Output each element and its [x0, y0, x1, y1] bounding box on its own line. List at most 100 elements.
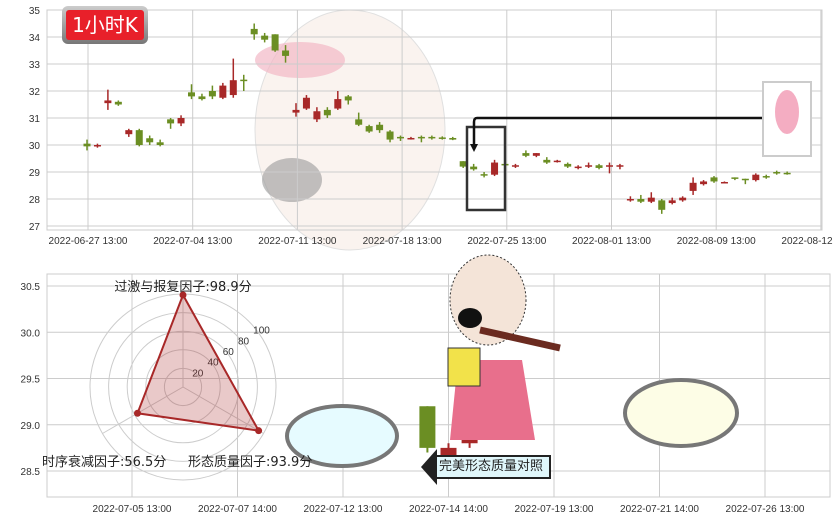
candle: [658, 199, 666, 214]
radar-tick-label: 80: [238, 336, 250, 347]
candle-body: [219, 85, 227, 98]
candle: [668, 197, 676, 205]
candle: [104, 89, 112, 110]
candle: [334, 91, 342, 110]
candle-body: [679, 197, 687, 201]
candle-body: [773, 172, 781, 174]
x-tick-label: 2022-07-11 13:00: [258, 236, 337, 247]
candle-body: [574, 166, 582, 169]
candle-body: [585, 165, 593, 167]
candle: [595, 163, 603, 170]
candle-body: [668, 200, 676, 204]
candle: [93, 143, 101, 148]
candle: [376, 122, 384, 133]
candle-body: [114, 101, 122, 105]
radar-tick-label: 20: [192, 368, 204, 379]
candle-body: [397, 136, 404, 139]
y-tick-label: 27: [29, 222, 41, 233]
candle: [532, 153, 540, 158]
pointer-arrow: [472, 116, 763, 146]
candle-body: [302, 97, 310, 109]
candle-body: [428, 136, 436, 139]
candle-body: [606, 165, 613, 167]
candle-body: [752, 174, 760, 181]
pattern-ellipse-right: [623, 378, 739, 448]
candle-body: [720, 181, 728, 184]
bottom-plot-frame: [46, 273, 831, 498]
candle: [428, 135, 436, 140]
candle: [407, 136, 415, 140]
candle-body: [762, 176, 770, 178]
candle: [585, 162, 593, 168]
candle: [198, 93, 206, 101]
candle-body: [731, 177, 739, 179]
candle: [344, 95, 352, 105]
radar-axis-label: 形态质量因子:93.9分: [188, 455, 312, 470]
radar-spoke: [102, 386, 184, 434]
mascot-snout: [458, 308, 482, 328]
candle-body: [543, 159, 551, 163]
candle: [261, 32, 269, 43]
candle: [616, 163, 624, 170]
candle: [773, 170, 781, 175]
pattern-ellipse-left: [285, 404, 399, 468]
candle-body: [522, 153, 530, 156]
candle-body: [419, 406, 436, 448]
candle: [167, 118, 175, 129]
candle: [188, 84, 195, 100]
candle-body: [240, 79, 248, 82]
candle-body: [104, 100, 112, 104]
y-tick-label: 30: [29, 141, 41, 152]
candle-body: [156, 142, 164, 145]
candle: [783, 171, 791, 175]
mascot-stick: [479, 326, 561, 352]
candle: [700, 180, 708, 186]
x-tick-label: 2022-07-21 14:00: [620, 504, 699, 515]
candle-body: [480, 174, 488, 176]
y-tick-label: 29: [29, 168, 41, 179]
candle: [282, 45, 290, 63]
candle: [83, 139, 91, 151]
candle-body: [658, 200, 666, 210]
candle-body: [741, 178, 749, 181]
candle-body: [710, 177, 718, 182]
candle: [762, 174, 770, 179]
radar-spoke: [182, 386, 264, 434]
candle: [292, 103, 300, 117]
radar-area: [136, 292, 261, 432]
candle: [574, 165, 582, 170]
mascot-mug: [447, 347, 481, 387]
radar-point: [133, 409, 141, 417]
radar-point: [179, 291, 187, 299]
candle: [710, 176, 718, 183]
candle-body: [386, 131, 394, 140]
x-tick-label: 2022-07-12 13:00: [304, 504, 383, 515]
y-tick-label: 31: [29, 114, 41, 125]
candle: [240, 74, 248, 91]
candle: [323, 107, 331, 118]
y-tick-label: 34: [29, 33, 41, 44]
candle-body: [177, 118, 185, 124]
candle: [302, 95, 310, 110]
candle: [752, 173, 760, 182]
candle-body: [261, 35, 269, 40]
candle: [397, 135, 404, 141]
x-tick-label: 2022-06-27 13:00: [49, 236, 128, 247]
x-tick-label: 2022-07-26 13:00: [726, 504, 805, 515]
candle: [419, 406, 436, 453]
highlight-box: [465, 125, 507, 212]
candle-body: [532, 153, 540, 156]
candle-body: [93, 145, 101, 147]
candle-body: [449, 137, 457, 140]
candle: [679, 196, 687, 202]
candle-body: [167, 119, 175, 124]
candle-body: [564, 163, 572, 167]
candle: [637, 194, 645, 204]
candle: [689, 177, 697, 195]
candle-body: [355, 119, 363, 125]
candle: [647, 192, 655, 204]
candle-body: [417, 136, 425, 139]
x-tick-label: 2022-07-18 13:00: [363, 236, 442, 247]
candle-body: [125, 130, 133, 135]
